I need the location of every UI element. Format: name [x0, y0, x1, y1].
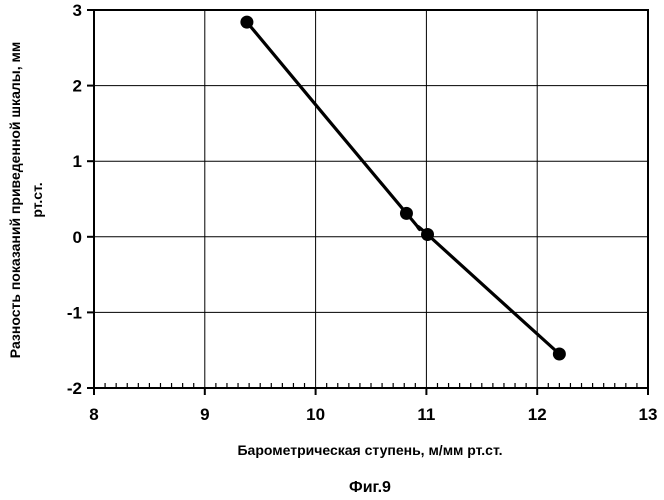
figure-caption: Фиг.9 — [349, 479, 391, 496]
y-tick-label-0: -2 — [67, 379, 82, 398]
y-tick-label-2: 0 — [73, 228, 82, 247]
x-minor-ticks — [104, 383, 638, 388]
x-tick-label-2: 10 — [306, 405, 325, 424]
major-ticks — [87, 9, 649, 395]
y-tick-label-5: 3 — [73, 1, 82, 20]
data-point-1 — [399, 206, 413, 220]
y-axis-title: Разность показаний приведенной шкалы, мм… — [7, 42, 45, 358]
x-tick-label-4: 12 — [528, 405, 547, 424]
y-axis-title-line-1: Разность показаний приведенной шкалы, мм — [7, 42, 23, 358]
plot-area-frame — [93, 9, 649, 389]
x-tick-label-0: 8 — [89, 405, 98, 424]
data-point-2 — [421, 228, 435, 242]
series-line — [245, 20, 561, 356]
y-tick-labels: -2 -1 0 1 2 3 — [67, 1, 82, 398]
x-tick-label-3: 11 — [417, 405, 435, 424]
x-axis-title: Барометрическая ступень, м/мм рт.ст. — [237, 442, 502, 458]
data-point-0 — [240, 15, 254, 29]
data-point-3 — [552, 347, 566, 361]
y-tick-label-4: 2 — [73, 77, 82, 96]
grid-lines — [94, 10, 648, 388]
x-tick-label-1: 9 — [200, 405, 209, 424]
x-tick-labels: 8 9 10 11 12 13 — [89, 405, 657, 424]
y-axis-title-line-2: рт.ст. — [29, 182, 45, 217]
y-tick-label-3: 1 — [73, 152, 82, 171]
y-tick-label-1: -1 — [67, 303, 82, 322]
data-points — [240, 15, 566, 361]
x-tick-label-5: 13 — [639, 405, 658, 424]
